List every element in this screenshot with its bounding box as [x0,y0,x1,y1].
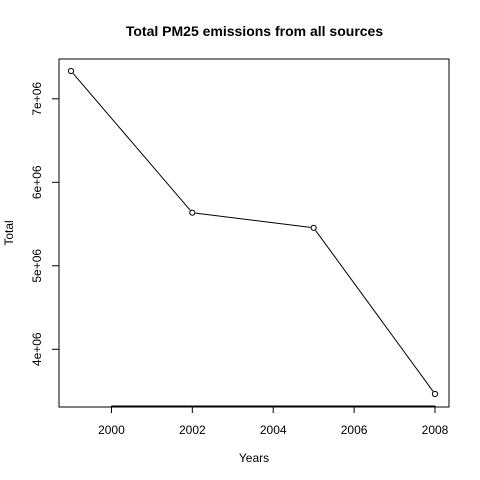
x-axis-label: Years [239,451,269,465]
series-line-segment [315,230,434,392]
data-point [189,209,196,216]
data-point [431,390,439,398]
y-tick-label: 7e+06 [30,82,44,116]
data-point [67,67,75,75]
x-tick-label: 2000 [98,423,125,437]
y-tick-label: 5e+06 [30,249,44,283]
series-total [67,67,439,398]
x-axis: 2000 2002 2004 2006 2008 [98,405,449,437]
x-tick-label: 2008 [422,423,449,437]
x-tick-label: 2002 [179,423,206,437]
data-point [310,224,317,231]
y-tick-label: 6e+06 [30,165,44,199]
y-axis: 4e+06 5e+06 6e+06 7e+06 [30,82,60,366]
y-tick-label: 4e+06 [30,332,44,366]
x-tick-label: 2004 [260,423,287,437]
x-tick-label: 2006 [341,423,368,437]
chart-title: Total PM25 emissions from all sources [126,23,383,39]
series-line-segment [195,212,311,228]
series-line-segment [72,73,191,211]
y-axis-label: Total [2,220,16,245]
